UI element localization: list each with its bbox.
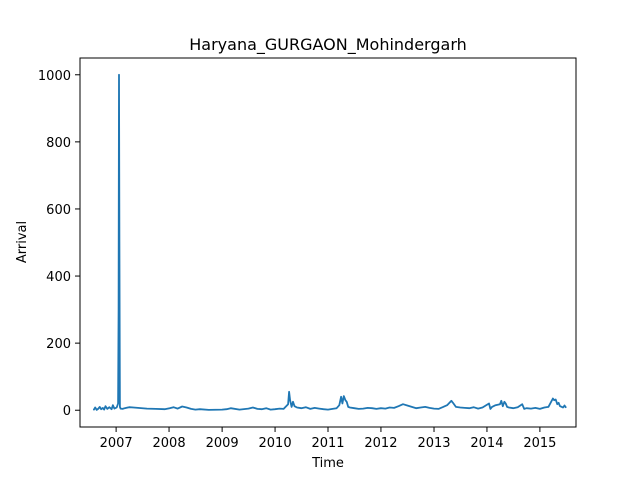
y-tick-label: 1000 xyxy=(38,69,71,84)
x-tick-label: 2013 xyxy=(417,436,450,451)
x-tick-label: 2008 xyxy=(153,436,186,451)
plot-area xyxy=(93,73,567,411)
chart-title: Haryana_GURGAON_Mohindergarh xyxy=(189,35,467,55)
y-tick-label: 400 xyxy=(46,270,71,285)
x-tick-label: 2007 xyxy=(100,436,133,451)
x-tick-label: 2011 xyxy=(311,436,344,451)
x-tick-label: 2010 xyxy=(259,436,292,451)
x-tick-label: 2014 xyxy=(470,436,503,451)
x-tick-label: 2009 xyxy=(206,436,239,451)
y-tick-label: 600 xyxy=(46,203,71,218)
y-tick-label: 200 xyxy=(46,337,71,352)
y-tick-label: 0 xyxy=(63,404,71,419)
y-axis-label: Arrival xyxy=(15,221,30,263)
x-axis-label: Time xyxy=(311,456,344,471)
plot-frame xyxy=(79,57,577,428)
y-tick-label: 800 xyxy=(46,136,71,151)
axis-ticks: 2007 2008 2009 2010 2011 2012 2013 2014 2015 0 200… xyxy=(38,69,557,451)
arrival-series-line xyxy=(93,73,567,411)
x-tick-label: 2015 xyxy=(523,436,556,451)
x-tick-label: 2012 xyxy=(364,436,397,451)
